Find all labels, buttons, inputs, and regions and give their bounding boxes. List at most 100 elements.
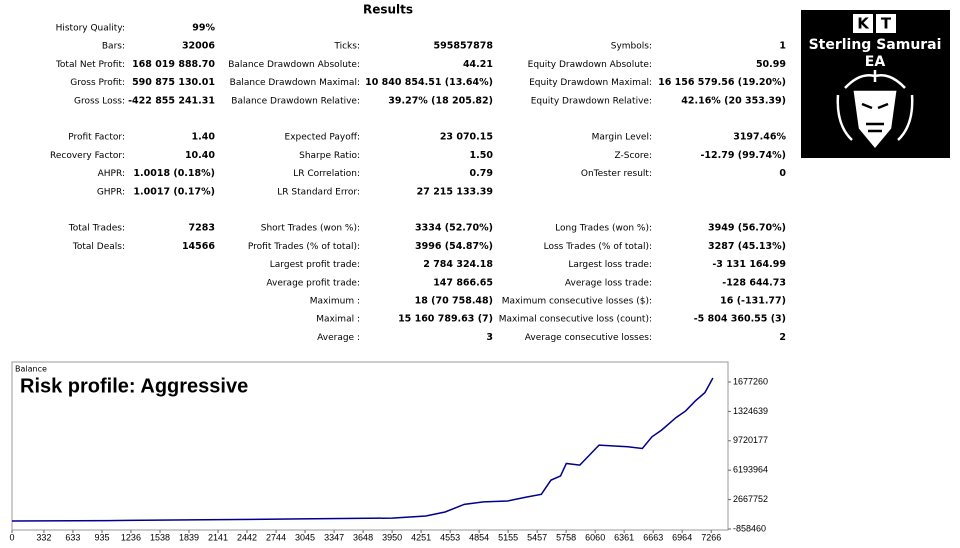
results-title: Results <box>363 3 413 17</box>
x-tick-label: 1236 <box>121 532 141 542</box>
metric-label: Largest loss trade: <box>568 260 652 270</box>
metric-label: LR Correlation: <box>293 169 360 179</box>
x-tick-label: 935 <box>94 532 109 542</box>
metric-value: 2 <box>779 332 786 343</box>
metric-label: Sharpe Ratio: <box>299 151 360 161</box>
balance-line <box>11 377 714 522</box>
logo-badge-box <box>853 14 873 33</box>
x-tick-label: 633 <box>65 532 80 542</box>
metric-value: -128 644.73 <box>722 277 786 288</box>
metric-value: 42.16% (20 353.39) <box>681 95 786 106</box>
metric-label: Average : <box>317 333 360 343</box>
metric-label: GHPR: <box>97 187 125 197</box>
balance-chart: Balance Risk profile: Aggressive 0 332 633… <box>9 361 768 542</box>
metric-value: 0.79 <box>470 168 493 179</box>
x-tick-label: 5758 <box>556 532 576 542</box>
x-tick-label: 4553 <box>440 532 460 542</box>
x-tick-label: 6663 <box>643 532 663 542</box>
metric-value: 23 070.15 <box>440 132 493 143</box>
metric-label: Margin Level: <box>592 133 652 143</box>
metric-label: Expected Payoff: <box>285 133 360 143</box>
metric-value: 3197.46% <box>733 132 786 143</box>
metric-label: Z-Score: <box>615 151 653 161</box>
x-tick-label: 4854 <box>469 532 489 542</box>
metric-label: Loss Trades (% of total): <box>544 242 652 252</box>
metric-value: 14566 <box>182 241 215 252</box>
metric-label: Recovery Factor: <box>50 151 125 161</box>
metric-value: 39.27% (18 205.82) <box>388 95 493 106</box>
metric-value: 2 784 324.18 <box>423 259 493 270</box>
metric-value: 16 156 579.56 (19.20%) <box>658 77 786 88</box>
metric-value: 50.99 <box>756 59 786 70</box>
x-tick-label: 2141 <box>208 532 228 542</box>
metric-value: 3 <box>486 332 493 343</box>
metric-value: 1.40 <box>192 132 216 143</box>
y-axis: -858460 2667752 6193964 9720177 13246390 1677… <box>733 376 768 533</box>
y-tick-label: 6193964 <box>733 465 768 475</box>
x-tick-label: 7266 <box>701 532 721 542</box>
metric-value: 595857878 <box>434 41 494 52</box>
metric-label: Profit Trades (% of total): <box>248 242 360 252</box>
samurai-icon <box>836 70 914 148</box>
x-tick-label: 5457 <box>527 532 547 542</box>
metric-label: Balance Drawdown Maximal: <box>230 78 360 88</box>
x-tick-label: 6361 <box>614 532 634 542</box>
x-tick-label: 3045 <box>295 532 315 542</box>
logo-badge: K <box>857 15 870 33</box>
x-tick-label: 5155 <box>498 532 518 542</box>
metric-value: -422 855 241.31 <box>128 95 215 106</box>
metric-value: 44.21 <box>463 59 493 70</box>
y-tick-label: 2667752 <box>733 494 768 504</box>
metric-label: Average profit trade: <box>266 278 360 288</box>
metric-label: Average loss trade: <box>565 278 652 288</box>
logo: K T Sterling Samurai EA <box>801 10 950 158</box>
metric-value: 1 <box>779 41 786 52</box>
metric-value: 3996 (54.87%) <box>415 241 493 252</box>
x-tick-label: 4251 <box>411 532 431 542</box>
metric-label: Maximal consecutive loss (count): <box>499 315 652 325</box>
x-tick-label: 1538 <box>150 532 170 542</box>
x-tick-label: 0 <box>9 532 14 542</box>
metric-label: Equity Drawdown Relative: <box>531 96 652 106</box>
plot: 0 332 633 935 1236 1538 1839 2141 2442 2744 3045 33… <box>9 377 731 542</box>
metric-label: Average consecutive losses: <box>525 333 652 343</box>
metric-value: 10.40 <box>185 150 215 161</box>
logo-badge-box <box>876 14 896 33</box>
chart-title: Risk profile: Aggressive <box>20 375 248 397</box>
metric-value: 590 875 130.01 <box>132 77 215 88</box>
logo-suffix: EA <box>865 54 886 70</box>
metric-label: Short Trades (won %): <box>261 224 360 234</box>
y-tick-label: -858460 <box>733 523 766 533</box>
metric-label: LR Standard Error: <box>277 187 360 197</box>
metric-label: History Quality: <box>56 24 125 34</box>
metric-label: Equity Drawdown Absolute: <box>528 60 652 70</box>
metric-label: Ticks: <box>333 42 360 52</box>
metric-value: 18 (70 758.48) <box>415 296 493 307</box>
metric-value: -3 131 164.99 <box>712 259 786 270</box>
metric-value: 1.0018 (0.18%) <box>133 168 215 179</box>
metric-value: 16 (-131.77) <box>720 296 786 307</box>
x-tick-label: 3347 <box>324 532 344 542</box>
metric-label: Long Trades (won %): <box>555 224 652 234</box>
metric-value: 0 <box>779 168 786 179</box>
metric-label: Maximal : <box>316 315 360 325</box>
metric-value: 3949 (56.70%) <box>708 223 786 234</box>
x-tick-label: 2744 <box>266 532 286 542</box>
metric-value: 10 840 854.51 (13.64%) <box>365 77 493 88</box>
metric-value: 147 866.65 <box>433 277 493 288</box>
metric-value: 99% <box>192 23 215 34</box>
metric-value: 3334 (52.70%) <box>415 223 493 234</box>
metric-value: 27 215 133.39 <box>417 186 493 197</box>
logo-name: Sterling Samurai <box>809 37 942 53</box>
metric-label: Profit Factor: <box>68 133 125 143</box>
metric-value: 3287 (45.13%) <box>708 241 786 252</box>
x-tick-label: 3950 <box>382 532 402 542</box>
metric-label: Gross Loss: <box>74 96 125 106</box>
metric-label: Balance Drawdown Absolute: <box>228 60 360 70</box>
metric-label: Total Deals: <box>72 242 125 252</box>
x-tick-label: 332 <box>36 532 51 542</box>
metric-label: Equity Drawdown Maximal: <box>529 78 652 88</box>
metric-label: Symbols: <box>611 42 652 52</box>
metric-label: Balance Drawdown Relative: <box>231 96 360 106</box>
